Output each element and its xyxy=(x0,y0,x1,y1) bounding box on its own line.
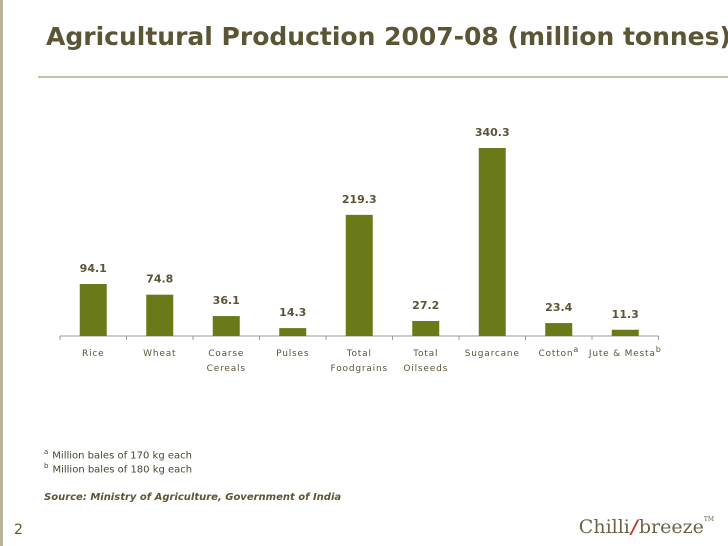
data-label-4: 219.3 xyxy=(342,193,377,206)
bar-6 xyxy=(478,148,506,336)
brand-right: breeze xyxy=(638,516,704,538)
category-label-0: Rice xyxy=(82,349,104,359)
category-sup-7: a xyxy=(573,345,579,354)
footnotes: a Million bales of 170 kg each b Million b… xyxy=(44,448,192,476)
data-label-6: 340.3 xyxy=(475,126,510,139)
bar-2 xyxy=(212,316,240,336)
footnote-b: b Million bales of 180 kg each xyxy=(44,462,192,476)
brand-mark: / xyxy=(630,516,638,538)
category-label-7: Cottona xyxy=(538,345,579,359)
footnote-a: a Million bales of 170 kg each xyxy=(44,448,192,462)
category-label-4: Total xyxy=(346,349,372,359)
category-label-6: Sugarcane xyxy=(465,349,520,359)
data-label-2: 36.1 xyxy=(213,294,240,307)
category-label-2: Coarse xyxy=(208,349,244,359)
brand-tm: TM xyxy=(703,516,714,523)
footnote-b-text: Million bales of 180 kg each xyxy=(52,464,193,476)
bar-0 xyxy=(79,284,107,336)
page-title: Agricultural Production 2007-08 (million… xyxy=(46,22,728,51)
title-area: Agricultural Production 2007-08 (million… xyxy=(0,0,728,80)
category-label-4: Foodgrains xyxy=(331,364,388,374)
bar-4 xyxy=(345,214,373,336)
bar-3 xyxy=(279,328,307,336)
bar-chart: 94.1 Rice 74.8 Wheat 36.1 Coarse Cereals 14.3 Pu… xyxy=(59,126,662,374)
footnote-b-marker: b xyxy=(44,462,49,470)
category-label-5: Oilseeds xyxy=(403,364,448,374)
data-label-7: 23.4 xyxy=(545,301,572,314)
source-note: Source: Ministry of Agriculture, Governm… xyxy=(44,492,342,503)
title-divider xyxy=(38,76,728,78)
page-number: 2 xyxy=(14,522,23,538)
footnote-a-text: Million bales of 170 kg each xyxy=(52,450,192,462)
data-label-5: 27.2 xyxy=(412,299,439,312)
left-accent-bar xyxy=(0,0,3,546)
category-label-5: Total xyxy=(412,349,438,359)
data-label-8: 11.3 xyxy=(612,308,639,321)
data-label-0: 94.1 xyxy=(80,262,107,275)
category-label-8: Jute & Mestab xyxy=(588,345,662,359)
category-label-2: Cereals xyxy=(207,364,246,374)
data-label-1: 74.8 xyxy=(146,273,173,286)
bar-1 xyxy=(146,294,174,336)
category-label-3: Pulses xyxy=(276,349,309,359)
bar-8 xyxy=(611,329,639,336)
bar-7 xyxy=(545,323,573,336)
category-label-1: Wheat xyxy=(143,349,176,359)
brand-left: Chilli xyxy=(578,516,630,538)
category-sup-8: b xyxy=(656,345,662,354)
bar-5 xyxy=(412,320,440,336)
brand-logo: Chilli/breezeTM xyxy=(579,516,714,538)
data-label-3: 14.3 xyxy=(279,306,306,319)
footnote-a-marker: a xyxy=(44,448,49,456)
